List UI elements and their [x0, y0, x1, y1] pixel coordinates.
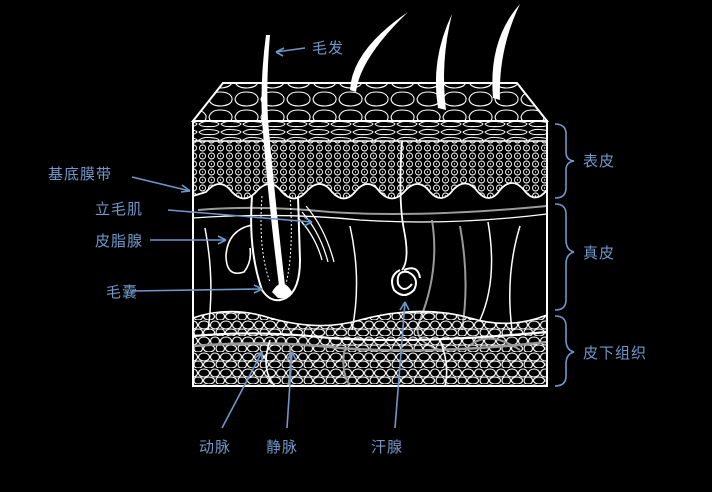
label-vein: 静脉 — [266, 438, 298, 456]
structure-labels: 毛发 基底膜带 立毛肌 皮脂腺 毛囊 动脉 静脉 汗腺 表皮 真皮 皮下组织 — [48, 39, 647, 456]
stratum-corneum — [193, 121, 547, 142]
dermis-brace — [554, 203, 575, 311]
layer-braces — [554, 123, 575, 387]
label-hair: 毛发 — [312, 39, 344, 57]
hair-shaft — [261, 35, 286, 294]
label-sweat-gland: 汗腺 — [371, 438, 403, 456]
arrector-pili-muscle — [297, 205, 335, 263]
blood-vessels — [193, 330, 547, 386]
surface-hairs — [350, 4, 520, 110]
label-epidermis: 表皮 — [583, 152, 615, 170]
sweat-gland-structure — [391, 140, 421, 296]
leader-lines — [131, 47, 410, 429]
label-subcutaneous: 皮下组织 — [583, 344, 647, 362]
epidermis-cell-layer — [193, 141, 547, 200]
label-dermis: 真皮 — [583, 244, 615, 262]
hair-follicle-structure — [225, 35, 335, 302]
subcutaneous-brace — [554, 315, 575, 387]
label-basement-membrane: 基底膜带 — [48, 165, 112, 183]
epidermis-brace — [554, 123, 575, 199]
label-artery: 动脉 — [199, 438, 231, 456]
label-sebaceous-gland: 皮脂腺 — [95, 232, 143, 250]
skin-block-border — [192, 120, 548, 387]
basement-membrane-line — [193, 182, 547, 200]
label-hair-follicle: 毛囊 — [106, 283, 138, 301]
sebaceous-gland-shape — [225, 224, 253, 274]
label-arrector-pili: 立毛肌 — [95, 200, 143, 218]
